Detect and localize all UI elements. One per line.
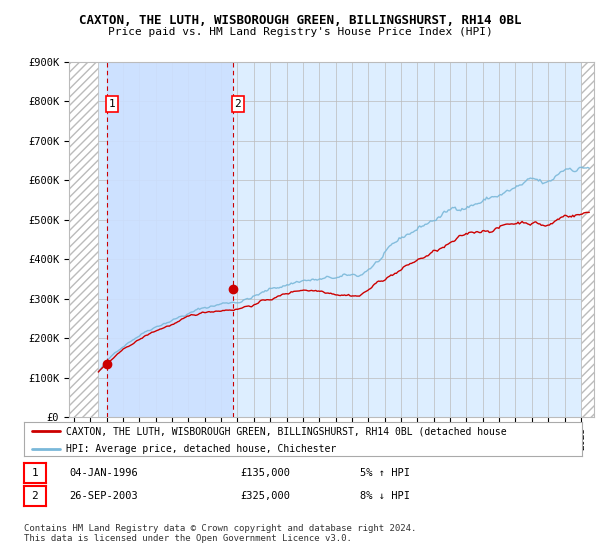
Text: 5% ↑ HPI: 5% ↑ HPI [360,468,410,478]
Text: 26-SEP-2003: 26-SEP-2003 [69,491,138,501]
Text: CAXTON, THE LUTH, WISBOROUGH GREEN, BILLINGSHURST, RH14 0BL (detached house: CAXTON, THE LUTH, WISBOROUGH GREEN, BILL… [66,426,506,436]
Text: 2: 2 [31,491,38,501]
Text: 8% ↓ HPI: 8% ↓ HPI [360,491,410,501]
Text: Contains HM Land Registry data © Crown copyright and database right 2024.
This d: Contains HM Land Registry data © Crown c… [24,524,416,543]
Text: £325,000: £325,000 [240,491,290,501]
Bar [69,62,98,417]
Bar [581,62,594,417]
Bar [107,62,233,417]
Text: 1: 1 [31,468,38,478]
Text: Price paid vs. HM Land Registry's House Price Index (HPI): Price paid vs. HM Land Registry's House … [107,27,493,37]
Text: £135,000: £135,000 [240,468,290,478]
Text: 04-JAN-1996: 04-JAN-1996 [69,468,138,478]
Text: HPI: Average price, detached house, Chichester: HPI: Average price, detached house, Chic… [66,444,336,454]
Text: CAXTON, THE LUTH, WISBOROUGH GREEN, BILLINGSHURST, RH14 0BL: CAXTON, THE LUTH, WISBOROUGH GREEN, BILL… [79,14,521,27]
Text: 1: 1 [109,99,115,109]
Text: 2: 2 [235,99,241,109]
